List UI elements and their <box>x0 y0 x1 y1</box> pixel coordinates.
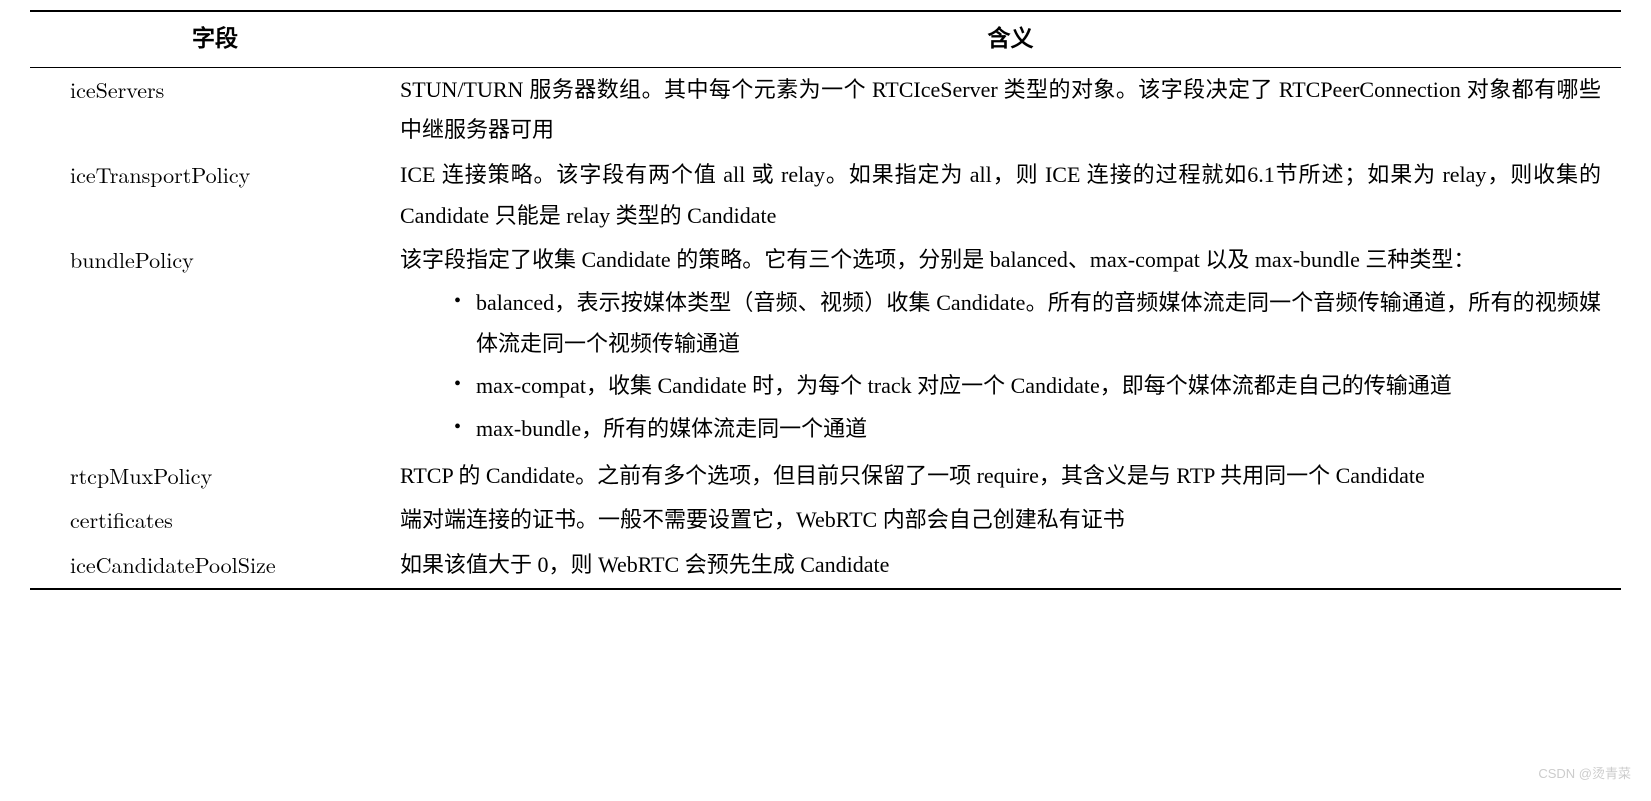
field-desc: STUN/TURN 服务器数组。其中每个元素为一个 RTCIceServer 类… <box>400 67 1621 153</box>
field-desc: RTCP 的 Candidate。之前有多个选项，但目前只保留了一项 requi… <box>400 454 1621 499</box>
field-desc-intro: 该字段指定了收集 Candidate 的策略。它有三个选项，分别是 balanc… <box>400 240 1601 281</box>
field-desc: 如果该值大于 0，则 WebRTC 会预先生成 Candidate <box>400 543 1621 589</box>
field-name: bundlePolicy <box>30 238 400 453</box>
table-row: iceCandidatePoolSize 如果该值大于 0，则 WebRTC 会… <box>30 543 1621 589</box>
table-row: bundlePolicy 该字段指定了收集 Candidate 的策略。它有三个… <box>30 238 1621 453</box>
table-row: iceTransportPolicy ICE 连接策略。该字段有两个值 all … <box>30 153 1621 238</box>
field-name: iceTransportPolicy <box>30 153 400 238</box>
field-name: certificates <box>30 498 400 543</box>
field-desc: ICE 连接策略。该字段有两个值 all 或 relay。如果指定为 all，则… <box>400 153 1621 238</box>
field-name: iceCandidatePoolSize <box>30 543 400 589</box>
table-row: iceServers STUN/TURN 服务器数组。其中每个元素为一个 RTC… <box>30 67 1621 153</box>
field-desc: 端对端连接的证书。一般不需要设置它，WebRTC 内部会自己创建私有证书 <box>400 498 1621 543</box>
table-row: certificates 端对端连接的证书。一般不需要设置它，WebRTC 内部… <box>30 498 1621 543</box>
table-header-row: 字段 含义 <box>30 11 1621 67</box>
field-name: iceServers <box>30 67 400 153</box>
bullet-item: max-bundle，所有的媒体流走同一个通道 <box>454 409 1601 450</box>
watermark: CSDN @烫青菜 <box>1538 762 1631 786</box>
config-fields-table: 字段 含义 iceServers STUN/TURN 服务器数组。其中每个元素为… <box>30 10 1621 590</box>
bullet-list: balanced，表示按媒体类型（音频、视频）收集 Candidate。所有的音… <box>400 283 1601 450</box>
field-name: rtcpMuxPolicy <box>30 454 400 499</box>
header-field: 字段 <box>30 11 400 67</box>
table-row: rtcpMuxPolicy RTCP 的 Candidate。之前有多个选项，但… <box>30 454 1621 499</box>
header-desc: 含义 <box>400 11 1621 67</box>
bullet-item: max-compat，收集 Candidate 时，为每个 track 对应一个… <box>454 366 1601 407</box>
bullet-item: balanced，表示按媒体类型（音频、视频）收集 Candidate。所有的音… <box>454 283 1601 364</box>
field-desc: 该字段指定了收集 Candidate 的策略。它有三个选项，分别是 balanc… <box>400 238 1621 453</box>
